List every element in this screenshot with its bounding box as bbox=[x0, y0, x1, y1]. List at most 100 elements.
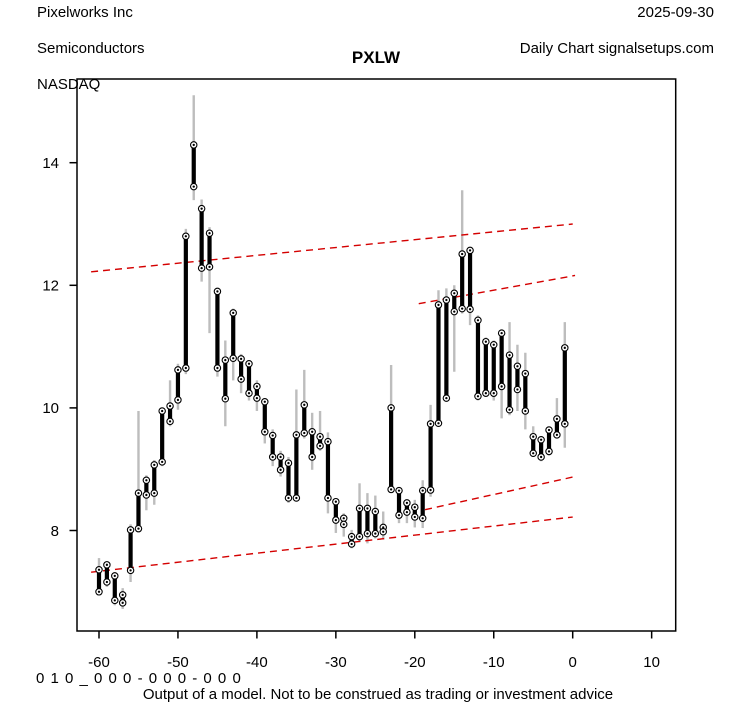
marker-dot bbox=[208, 232, 211, 235]
marker-dot bbox=[224, 358, 227, 362]
marker-dot bbox=[303, 403, 306, 406]
marker-dot bbox=[255, 396, 259, 400]
marker-dot bbox=[239, 377, 243, 381]
y-tick-label: 12 bbox=[42, 278, 59, 295]
open-close-bar bbox=[475, 320, 481, 397]
open-close-bar bbox=[270, 435, 275, 457]
x-tick-label: -40 bbox=[246, 654, 268, 671]
marker-dot bbox=[216, 290, 219, 293]
marker-dot bbox=[224, 397, 227, 400]
marker-dot bbox=[374, 532, 377, 535]
marker-dot bbox=[161, 460, 164, 463]
marker-dot bbox=[563, 346, 566, 349]
marker-dot bbox=[279, 468, 282, 471]
marker-dot bbox=[192, 143, 195, 147]
x-tick-label: -60 bbox=[88, 654, 110, 671]
marker-dot bbox=[326, 440, 330, 443]
marker-dot bbox=[492, 392, 495, 395]
open-close-bar bbox=[144, 480, 149, 495]
marker-dot bbox=[216, 366, 219, 370]
marker-dot bbox=[484, 340, 488, 343]
open-close-bar bbox=[467, 250, 473, 310]
marker-dot bbox=[168, 420, 172, 423]
marker-dot bbox=[287, 461, 290, 465]
marker-dot bbox=[271, 455, 274, 459]
open-close-bar bbox=[546, 429, 552, 452]
marker-dot bbox=[247, 362, 251, 365]
open-close-bar bbox=[420, 490, 425, 519]
marker-dot bbox=[358, 535, 361, 538]
open-close-bar bbox=[357, 508, 362, 537]
open-close-bar bbox=[254, 386, 259, 399]
marker-dot bbox=[374, 510, 377, 513]
sector-label: Semiconductors bbox=[37, 40, 145, 57]
trendline-upper-channel-long bbox=[91, 223, 573, 273]
page-title: PXLW bbox=[351, 48, 401, 67]
header-left: Pixelworks Inc Semiconductors NASDAQ bbox=[37, 4, 145, 94]
open-close-bar bbox=[278, 456, 283, 470]
open-close-bar bbox=[531, 436, 536, 454]
marker-dot bbox=[121, 601, 124, 604]
y-tick-label: 14 bbox=[42, 155, 59, 172]
marker-dot bbox=[437, 422, 440, 425]
marker-dot bbox=[161, 409, 164, 413]
marker-dot bbox=[153, 463, 156, 467]
open-close-bar bbox=[104, 564, 109, 582]
open-close-bar bbox=[365, 508, 370, 534]
marker-dot bbox=[413, 515, 416, 519]
marker-dot bbox=[342, 523, 345, 526]
marker-dot bbox=[263, 430, 266, 433]
open-close-bar bbox=[160, 410, 165, 462]
marker-dot bbox=[263, 400, 266, 403]
open-close-bar bbox=[499, 333, 504, 387]
marker-dot bbox=[445, 396, 448, 400]
open-close-bar bbox=[523, 373, 528, 411]
open-close-bar bbox=[175, 369, 181, 400]
marker-dot bbox=[121, 593, 124, 597]
marker-dot bbox=[476, 395, 480, 398]
x-tick-label: -20 bbox=[404, 654, 426, 671]
marker-dot bbox=[389, 488, 393, 491]
marker-dot bbox=[508, 354, 511, 357]
marker-dot bbox=[413, 506, 416, 509]
company-name: Pixelworks Inc bbox=[37, 4, 133, 21]
marker-dot bbox=[334, 518, 337, 522]
marker-dot bbox=[271, 434, 274, 437]
x-tick-label: -30 bbox=[325, 654, 347, 671]
marker-dot bbox=[208, 265, 211, 269]
open-close-bar bbox=[436, 304, 441, 424]
marker-dot bbox=[500, 331, 503, 335]
marker-dot bbox=[524, 409, 527, 413]
marker-dot bbox=[532, 435, 535, 438]
open-close-bar bbox=[389, 407, 394, 490]
marker-dot bbox=[389, 406, 393, 410]
marker-dot bbox=[382, 526, 385, 529]
signal-string: 0 1 0 _ 0 0 0 - 0 0 0 - 0 0 0 bbox=[36, 670, 242, 687]
open-close-bar bbox=[317, 436, 323, 446]
marker-dot bbox=[429, 488, 432, 492]
marker-dot bbox=[461, 307, 464, 310]
open-close-bar bbox=[120, 594, 125, 603]
marker-dot bbox=[168, 404, 172, 408]
open-close-bar bbox=[554, 418, 560, 435]
chart-kind-label: Daily Chart signalsetups.com bbox=[519, 40, 714, 57]
marker-dot bbox=[176, 368, 180, 372]
marker-dot bbox=[476, 319, 480, 322]
marker-dot bbox=[97, 590, 101, 593]
marker-dot bbox=[445, 298, 448, 302]
marker-dot bbox=[468, 308, 472, 311]
marker-dot bbox=[129, 528, 132, 532]
marker-dot bbox=[342, 517, 345, 520]
marker-dot bbox=[311, 455, 314, 459]
marker-dot bbox=[295, 433, 298, 437]
marker-dot bbox=[184, 366, 187, 370]
marker-dot bbox=[200, 266, 203, 270]
marker-dot bbox=[318, 435, 322, 438]
open-close-bar bbox=[191, 144, 196, 187]
marker-dot bbox=[176, 398, 180, 402]
marker-dot bbox=[303, 431, 306, 435]
marker-dot bbox=[421, 517, 424, 520]
marker-dot bbox=[350, 542, 353, 546]
marker-dot bbox=[295, 496, 298, 500]
marker-dot bbox=[516, 388, 519, 391]
